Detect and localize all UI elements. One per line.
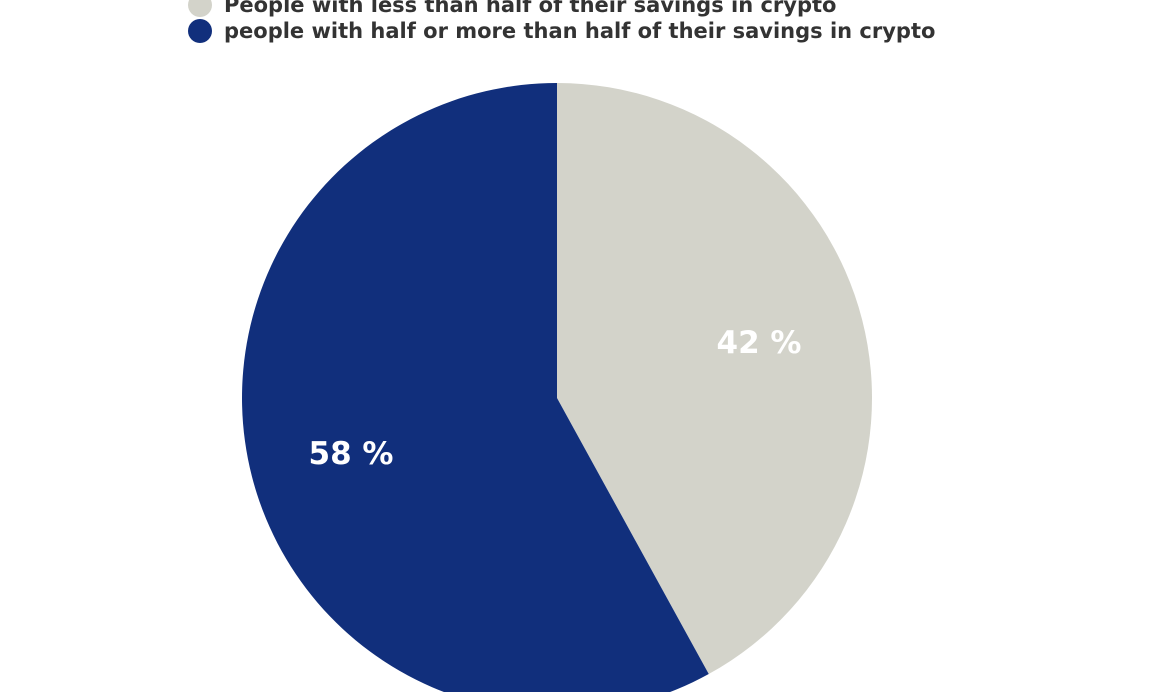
pie-slice-half-or-more: [242, 83, 709, 692]
chart-legend: People with less than half of their savi…: [188, 0, 935, 43]
slice-label-half-or-more: 58 %: [309, 436, 394, 472]
legend-label-half-or-more: people with half or more than half of th…: [224, 19, 935, 43]
legend-item-less-than-half: People with less than half of their savi…: [188, 0, 836, 17]
legend-swatch-half-or-more: [188, 19, 212, 43]
pie-slices: [242, 83, 873, 692]
legend-item-half-or-more: people with half or more than half of th…: [188, 19, 935, 43]
slice-label-less-than-half: 42 %: [717, 325, 802, 361]
legend-swatch-less-than-half: [188, 0, 212, 17]
pie-slice-less-than-half: [557, 83, 873, 675]
slice-labels: 42 % 58 %: [309, 325, 802, 472]
legend-label-less-than-half: People with less than half of their savi…: [224, 0, 836, 17]
